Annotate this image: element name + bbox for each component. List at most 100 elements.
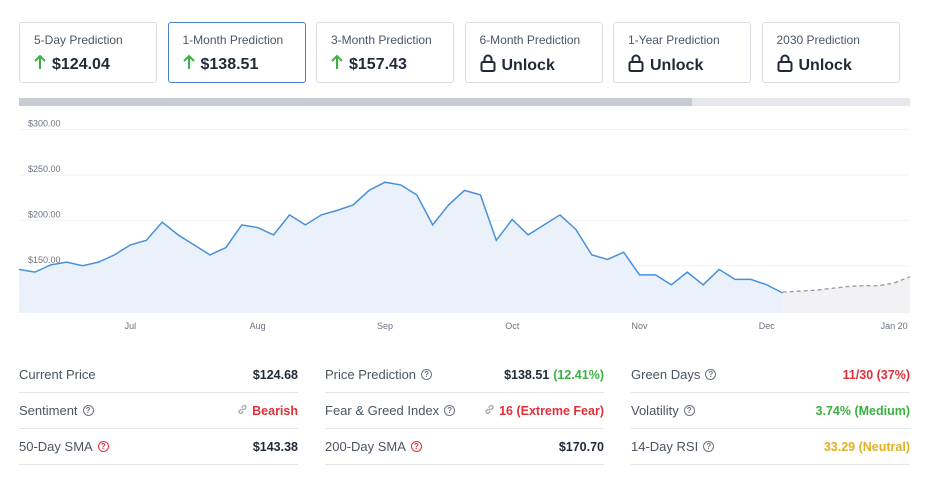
stat-label-wrap: Green Days? bbox=[631, 367, 717, 382]
card-value-text: $124.04 bbox=[52, 55, 110, 73]
stat-label: Current Price bbox=[19, 367, 96, 382]
prediction-card[interactable]: 6-Month Prediction Unlock bbox=[464, 22, 603, 83]
link-icon bbox=[484, 404, 495, 418]
stat-label: Price Prediction bbox=[325, 367, 417, 382]
help-icon[interactable]: ? bbox=[410, 441, 422, 452]
lock-icon bbox=[480, 54, 496, 77]
stat-value: $138.51 bbox=[504, 367, 550, 382]
stat-row: Price Prediction? $138.51 (12.41%) bbox=[325, 357, 604, 393]
help-icon[interactable]: ? bbox=[703, 441, 715, 452]
card-value: Unlock bbox=[777, 54, 852, 77]
lock-icon bbox=[628, 54, 644, 77]
y-tick-label: $300.00 bbox=[28, 119, 61, 129]
stat-row: Sentiment? Bearish bbox=[19, 393, 298, 429]
help-icon[interactable]: ? bbox=[444, 405, 456, 416]
stat-label-wrap: Current Price bbox=[19, 367, 96, 382]
link-icon bbox=[237, 404, 248, 418]
stat-value-wrap: $138.51 (12.41%) bbox=[504, 368, 604, 382]
up-arrow-icon bbox=[182, 54, 195, 75]
stat-value-wrap: $143.38 bbox=[253, 440, 298, 454]
card-value: $124.04 bbox=[34, 54, 110, 75]
help-icon[interactable]: ? bbox=[97, 441, 109, 452]
help-icon[interactable]: ? bbox=[82, 405, 94, 416]
stat-value-wrap: 16 (Extreme Fear) bbox=[484, 404, 604, 418]
y-tick-label: $200.00 bbox=[28, 209, 61, 219]
prediction-card[interactable]: 1-Year Prediction Unlock bbox=[613, 22, 751, 83]
card-value: Unlock bbox=[628, 54, 703, 77]
card-value-text: $157.43 bbox=[349, 55, 407, 73]
stat-value: $170.70 bbox=[558, 439, 604, 454]
help-icon[interactable]: ? bbox=[705, 369, 717, 380]
lock-icon bbox=[777, 54, 793, 77]
stat-label: 50-Day SMA bbox=[19, 439, 93, 454]
x-tick-label: Jul bbox=[125, 321, 137, 331]
stat-label: 14-Day RSI bbox=[631, 439, 699, 454]
range-bar-fill bbox=[19, 98, 692, 106]
stat-value: 16 (Extreme Fear) bbox=[499, 403, 604, 418]
stat-value: 3.74% (Medium) bbox=[815, 403, 910, 418]
card-value-text: Unlock bbox=[650, 56, 704, 74]
stat-row: Current Price $124.68 bbox=[19, 357, 298, 393]
stat-label: Sentiment bbox=[19, 403, 78, 418]
up-arrow-icon bbox=[34, 54, 46, 75]
help-icon[interactable]: ? bbox=[421, 369, 433, 380]
card-label: 3-Month Prediction bbox=[331, 33, 432, 47]
stat-row: 50-Day SMA? $143.38 bbox=[19, 429, 298, 465]
stat-value: $143.38 bbox=[252, 439, 298, 454]
x-tick-label: Jan 20 bbox=[881, 321, 908, 331]
up-arrow-icon bbox=[331, 54, 343, 75]
prediction-card[interactable]: 1-Month Prediction $138.51 bbox=[167, 22, 306, 83]
stat-value-wrap: 11/30 (37%) bbox=[843, 368, 910, 382]
prediction-card[interactable]: 5-Day Prediction $124.04 bbox=[19, 22, 157, 83]
stat-value: 11/30 (37%) bbox=[842, 367, 910, 382]
stat-value-wrap: $124.68 bbox=[253, 368, 298, 382]
x-tick-label: Nov bbox=[632, 321, 649, 331]
x-tick-label: Aug bbox=[250, 321, 266, 331]
card-value-text: Unlock bbox=[501, 56, 555, 74]
stat-extra: (12.41%) bbox=[553, 367, 604, 382]
x-tick-label: Oct bbox=[505, 321, 520, 331]
card-value-text: Unlock bbox=[798, 56, 852, 74]
prediction-card[interactable]: 3-Month Prediction $157.43 bbox=[316, 22, 454, 83]
card-label: 5-Day Prediction bbox=[34, 33, 123, 47]
stat-label: Fear & Greed Index bbox=[325, 403, 440, 418]
stat-row: 14-Day RSI? 33.29 (Neutral) bbox=[631, 429, 910, 465]
x-tick-label: Sep bbox=[377, 321, 393, 331]
stat-label-wrap: 50-Day SMA? bbox=[19, 439, 109, 454]
card-label: 2030 Prediction bbox=[776, 33, 860, 47]
price-line bbox=[18, 181, 784, 294]
stat-label-wrap: Fear & Greed Index? bbox=[325, 403, 456, 418]
stat-value: Bearish bbox=[252, 403, 298, 418]
card-value: Unlock bbox=[480, 54, 555, 77]
stat-row: Green Days? 11/30 (37%) bbox=[631, 357, 910, 393]
prediction-card[interactable]: 2030 Prediction Unlock bbox=[761, 22, 900, 83]
stat-label-wrap: 200-Day SMA? bbox=[325, 439, 422, 454]
card-value: $138.51 bbox=[182, 54, 259, 75]
area bbox=[19, 182, 783, 313]
card-label: 6-Month Prediction bbox=[479, 33, 581, 47]
help-icon[interactable]: ? bbox=[683, 405, 695, 416]
stat-label-wrap: Sentiment? bbox=[19, 403, 94, 418]
chart: $100.00$150.00$200.00$250.00$300.00JulAu… bbox=[18, 119, 911, 331]
area bbox=[782, 276, 910, 313]
card-label: 1-Year Prediction bbox=[628, 33, 720, 47]
stat-value: 33.29 (Neutral) bbox=[823, 439, 910, 454]
stat-value-wrap: Bearish bbox=[237, 404, 298, 418]
stat-value-wrap: 3.74% (Medium) bbox=[816, 404, 910, 418]
stat-label: Volatility bbox=[631, 403, 679, 418]
x-tick-label: Dec bbox=[759, 321, 776, 331]
y-tick-label: $250.00 bbox=[28, 164, 61, 174]
stat-value-wrap: $170.70 bbox=[559, 440, 604, 454]
stat-label-wrap: 14-Day RSI? bbox=[631, 439, 715, 454]
stat-label-wrap: Price Prediction? bbox=[325, 367, 433, 382]
card-value: $157.43 bbox=[331, 54, 407, 75]
stat-row: 200-Day SMA? $170.70 bbox=[325, 429, 604, 465]
stat-label: Green Days bbox=[631, 367, 701, 382]
y-tick-label: $150.00 bbox=[28, 255, 61, 265]
card-label: 1-Month Prediction bbox=[182, 33, 284, 47]
card-value-text: $138.51 bbox=[200, 55, 259, 73]
range-bar bbox=[19, 98, 910, 106]
forecast-line bbox=[782, 276, 911, 293]
stat-label-wrap: Volatility? bbox=[631, 403, 695, 418]
